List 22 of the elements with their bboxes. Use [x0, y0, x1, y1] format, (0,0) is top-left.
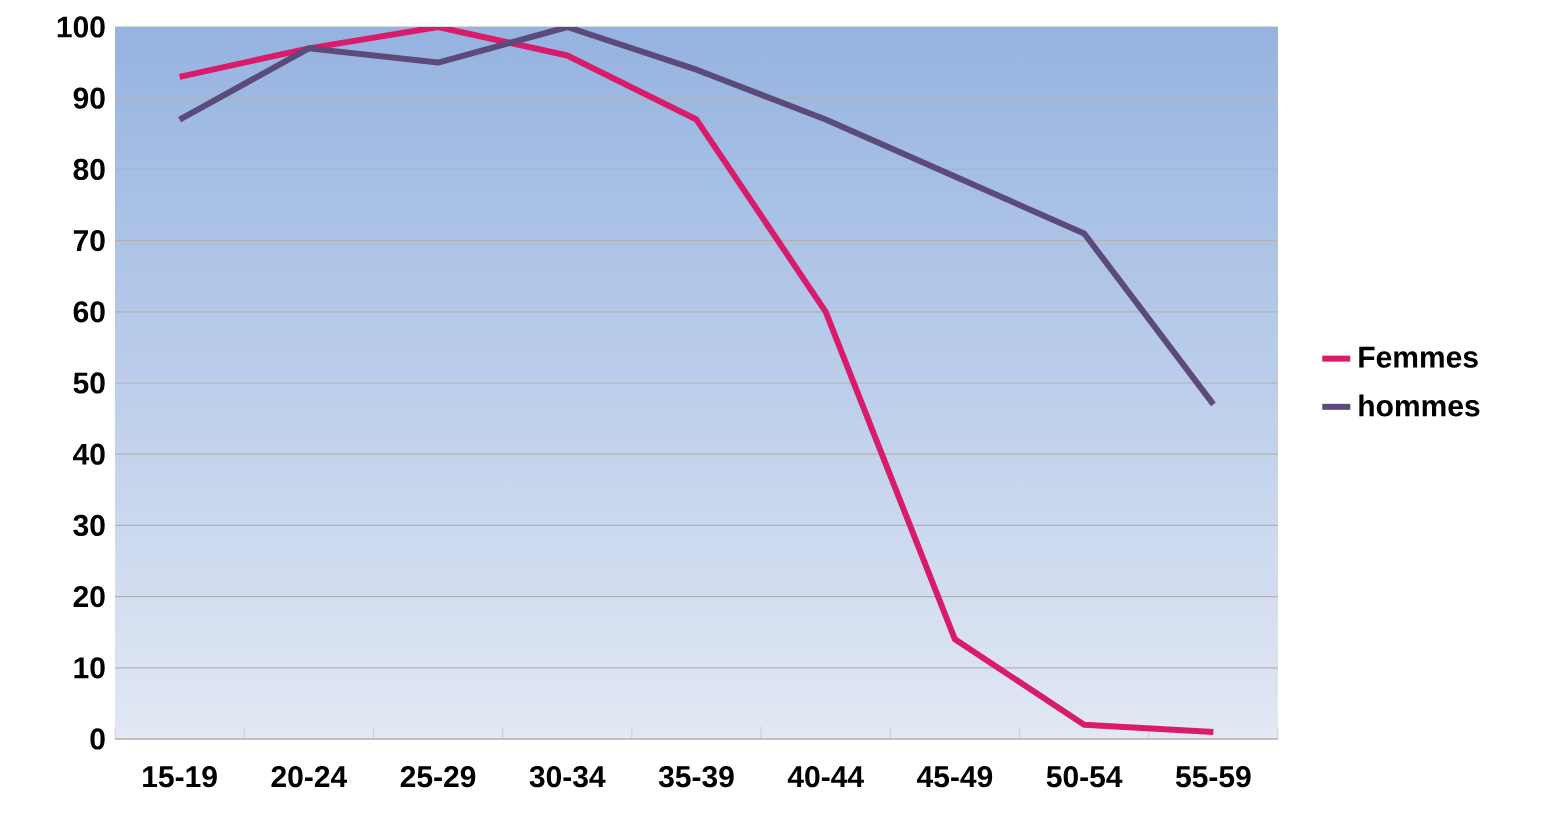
x-tick-label: 50-54 [1046, 766, 1123, 788]
x-tick-label: 15-19 [143, 766, 217, 788]
y-tick-label: 60 [73, 301, 105, 323]
y-tick-label: 90 [73, 87, 105, 109]
y-tick-label: 50 [73, 372, 105, 394]
x-tick-label: 30-34 [529, 766, 606, 788]
x-tick-label: 55-59 [1175, 766, 1251, 788]
x-tick-label: 40-44 [787, 766, 864, 788]
y-tick-label: 0 [90, 728, 105, 750]
y-tick-label: 100 [57, 16, 105, 38]
y-tick-label: 30 [73, 514, 105, 537]
y-tick-label: 70 [73, 229, 105, 252]
y-tick-label: 80 [73, 158, 105, 181]
legend-label: Femmes [1359, 346, 1478, 368]
y-tick-label: 40 [73, 443, 105, 465]
x-tick-label: 20-24 [271, 766, 348, 788]
y-tick-label: 20 [73, 585, 105, 608]
legend-label: hommes [1359, 394, 1480, 417]
x-tick-label: 25-29 [400, 766, 476, 788]
x-tick-label: 45-49 [917, 766, 993, 788]
x-tick-label: 35-39 [658, 766, 734, 788]
y-tick-label: 10 [74, 657, 105, 679]
